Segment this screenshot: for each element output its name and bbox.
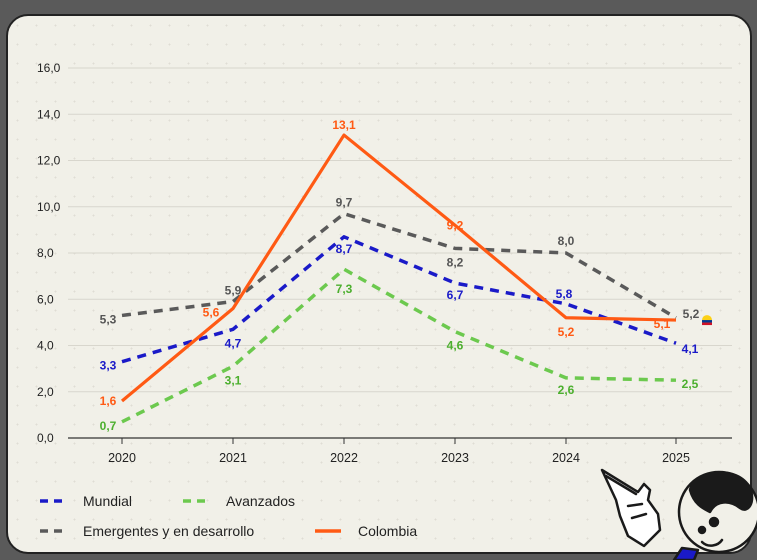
y-tick-label: 2,0 (37, 385, 54, 399)
data-label: 2,5 (682, 377, 699, 391)
data-label: 13,1 (332, 118, 356, 132)
data-label: 5,3 (100, 312, 117, 326)
x-axis-ticks: 2020 2021 2022 2023 2024 2025 (108, 438, 690, 465)
data-label: 3,3 (100, 359, 117, 373)
y-tick-label: 8,0 (37, 246, 54, 260)
gridlines (68, 67, 732, 439)
series-line-emergentes-y-en-desarrollo (121, 211, 677, 320)
y-axis-ticks: 0,0 2,0 4,0 6,0 8,0 10,0 12,0 14,0 16,0 (37, 61, 61, 445)
flag-blue (702, 320, 712, 323)
chart-card (6, 14, 752, 554)
data-label: 8,2 (447, 255, 464, 269)
y-tick-label: 6,0 (37, 292, 54, 306)
legend-label: Emergentes y en desarrollo (83, 523, 254, 539)
series-lines (120, 133, 677, 424)
data-label: 5,8 (556, 287, 573, 301)
x-tick-label: 2020 (108, 451, 136, 465)
x-tick-label: 2022 (330, 451, 358, 465)
data-label: 4,7 (225, 336, 242, 350)
y-tick-label: 14,0 (37, 107, 61, 121)
data-label: 5,2 (558, 325, 575, 339)
series-line-avanzados (121, 267, 677, 424)
legend-label: Mundial (83, 493, 132, 509)
data-label: 5,2 (683, 307, 700, 321)
data-label: 4,6 (447, 339, 464, 353)
data-label: 5,6 (203, 306, 220, 320)
data-label: 3,1 (225, 373, 242, 387)
flag-red (702, 322, 712, 326)
legend: Mundial Avanzados Emergentes y en desarrol… (40, 493, 417, 539)
data-label: 8,0 (558, 234, 575, 248)
legend-label: Avanzados (226, 493, 295, 509)
data-label: 5,1 (654, 317, 671, 331)
data-label: 2,6 (558, 383, 575, 397)
data-label: 0,7 (100, 419, 117, 433)
data-label: 5,9 (225, 284, 242, 298)
data-label: 4,1 (682, 342, 699, 356)
x-tick-label: 2023 (441, 451, 469, 465)
y-tick-label: 4,0 (37, 339, 54, 353)
y-tick-label: 16,0 (37, 61, 61, 75)
data-label: 1,6 (100, 394, 117, 408)
data-label: 6,7 (447, 288, 464, 302)
y-tick-label: 12,0 (37, 154, 61, 168)
colombia-flag-icon (702, 315, 712, 326)
y-tick-label: 10,0 (37, 200, 61, 214)
series-line-colombia (120, 133, 677, 403)
data-labels: 3,3 4,7 8,7 6,7 5,8 4,1 0,7 3,1 7,3 4,6 2,6 2,5 5,3 5… (100, 118, 700, 433)
legend-label: Colombia (358, 523, 417, 539)
data-label: 7,3 (336, 282, 353, 296)
data-label: 9,2 (447, 218, 464, 232)
data-label: 8,7 (336, 242, 353, 256)
pointing-hand-character-icon (600, 468, 757, 560)
data-label: 9,7 (336, 196, 353, 210)
dotted-background (8, 16, 750, 552)
y-tick-label: 0,0 (37, 431, 54, 445)
series-line-mundial (121, 235, 677, 364)
x-tick-label: 2021 (219, 451, 247, 465)
x-tick-label: 2024 (552, 451, 580, 465)
x-tick-label: 2025 (662, 451, 690, 465)
